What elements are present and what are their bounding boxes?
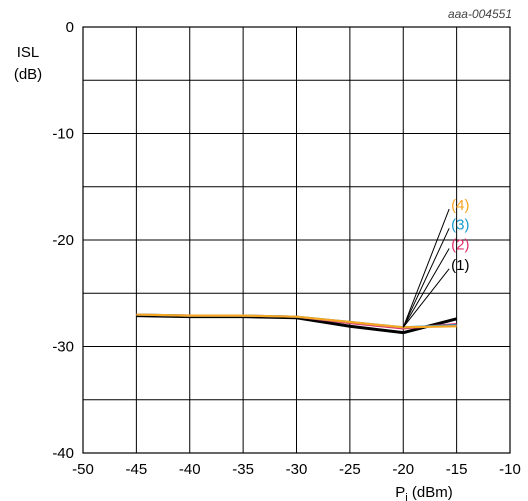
annotation-leader-line: [402, 228, 450, 328]
annotation-leader-line: [402, 208, 450, 328]
grid: [83, 27, 510, 453]
x-tick-label: -30: [286, 461, 308, 478]
x-tick-label: -35: [232, 461, 254, 478]
x-tick-label: -10: [499, 461, 521, 478]
series-label: (3): [451, 216, 469, 233]
figure-code: aaa-004551: [448, 7, 512, 21]
x-tick-label: -40: [179, 461, 201, 478]
x-tick-labels: -50 -45 -40 -35 -30 -25 -20 -15 -10: [72, 461, 521, 478]
x-axis-label-sub: i: [405, 492, 407, 501]
y-tick-label: -10: [52, 126, 74, 143]
y-tick-label: -40: [52, 445, 74, 462]
x-tick-label: -45: [126, 461, 148, 478]
x-tick-label: -50: [72, 461, 94, 478]
x-axis-label-unit: (dBm): [408, 484, 453, 501]
y-axis-label-line1: ISL: [17, 44, 40, 61]
y-tick-label: -30: [52, 339, 74, 356]
x-tick-label: -25: [339, 461, 361, 478]
y-tick-label: -20: [52, 232, 74, 249]
series-label: (2): [451, 237, 469, 254]
annotation-leader-line: [402, 248, 450, 328]
series-label: (4): [451, 197, 469, 214]
y-axis-label-line2: (dB): [14, 66, 42, 83]
y-tick-label: 0: [66, 19, 74, 36]
series-label: (1): [451, 257, 469, 274]
plot-border: [82, 26, 511, 454]
x-axis-label-main: P: [395, 484, 405, 501]
x-tick-label: -15: [446, 461, 468, 478]
annotation-leader-line: [402, 268, 450, 328]
plot-frame: [82, 26, 511, 454]
x-tick-label: -20: [392, 461, 414, 478]
annotations: (1) (2) (3) (4): [402, 197, 469, 328]
y-tick-labels: 0 -10 -20 -30 -40: [52, 19, 74, 462]
x-axis-label: Pi (dBm): [395, 484, 452, 501]
